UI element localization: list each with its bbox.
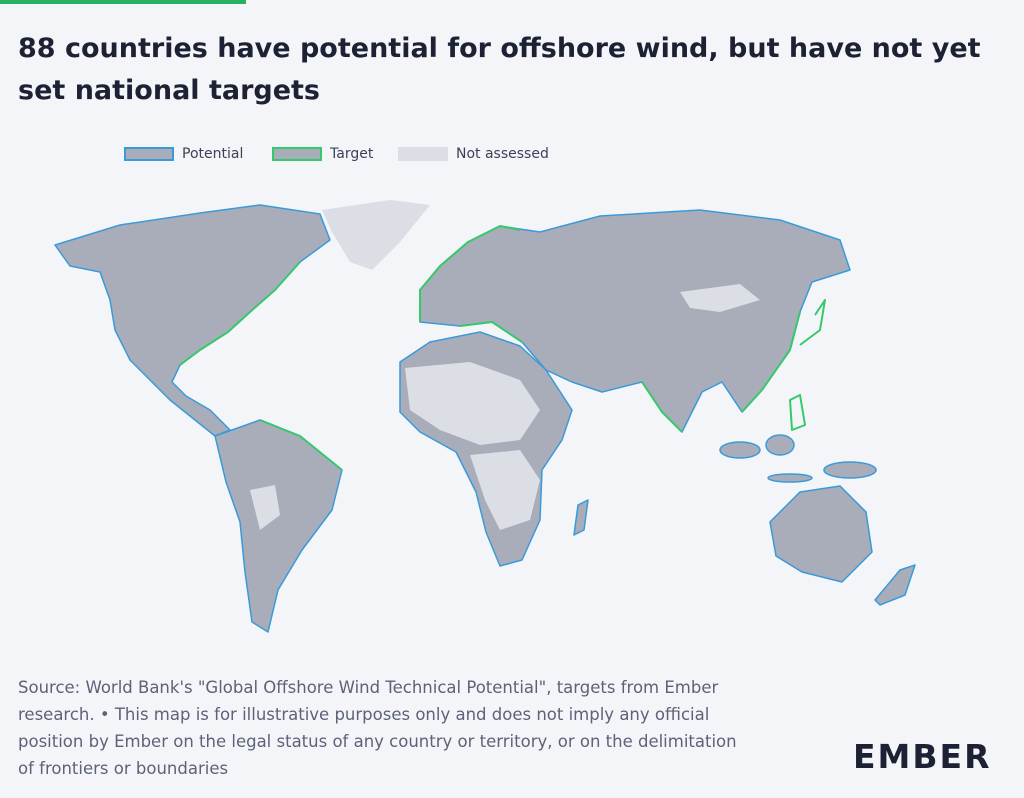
target-coast (259, 419, 343, 471)
not-assessed (250, 485, 280, 530)
philippines (789, 394, 806, 431)
target-coast (179, 261, 301, 366)
legend-label: Target (330, 146, 374, 162)
swatch (124, 147, 174, 161)
not-assessed (405, 362, 540, 445)
greenland (322, 200, 430, 270)
madagascar (573, 499, 589, 536)
source-line: research. • This map is for illustrative… (18, 705, 710, 724)
australia (769, 485, 873, 583)
south-america (214, 419, 343, 633)
island (765, 434, 795, 456)
legend-label: Not assessed (456, 146, 549, 162)
source-line: position by Ember on the legal status of… (18, 732, 737, 751)
japan (799, 299, 826, 346)
not-assessed (470, 450, 540, 530)
legend-item: Target (272, 146, 373, 162)
not-assessed (680, 284, 760, 312)
island (767, 473, 813, 483)
accent-bar (0, 0, 246, 4)
title: 88 countries have potential for offshore… (18, 33, 981, 106)
source-line: Source: World Bank's "Global Offshore Wi… (18, 678, 719, 697)
target-coast (641, 381, 683, 433)
legend-item: Potential (124, 146, 243, 162)
island (823, 461, 877, 479)
island (719, 441, 761, 459)
source-note: Source: World Bank's "Global Offshore Wi… (18, 674, 737, 782)
target-coast (459, 321, 523, 343)
swatch (272, 147, 322, 161)
target-coast (419, 225, 521, 322)
target-coast (741, 311, 801, 413)
legend-label: Potential (182, 146, 244, 162)
new-zealand (874, 564, 916, 606)
source-line: of frontiers or boundaries (18, 759, 229, 778)
legend-item: Not assessed (398, 146, 549, 162)
logo: EMBER (853, 737, 992, 776)
swatch (398, 147, 448, 161)
world-map (54, 200, 916, 633)
north-america (54, 204, 331, 437)
